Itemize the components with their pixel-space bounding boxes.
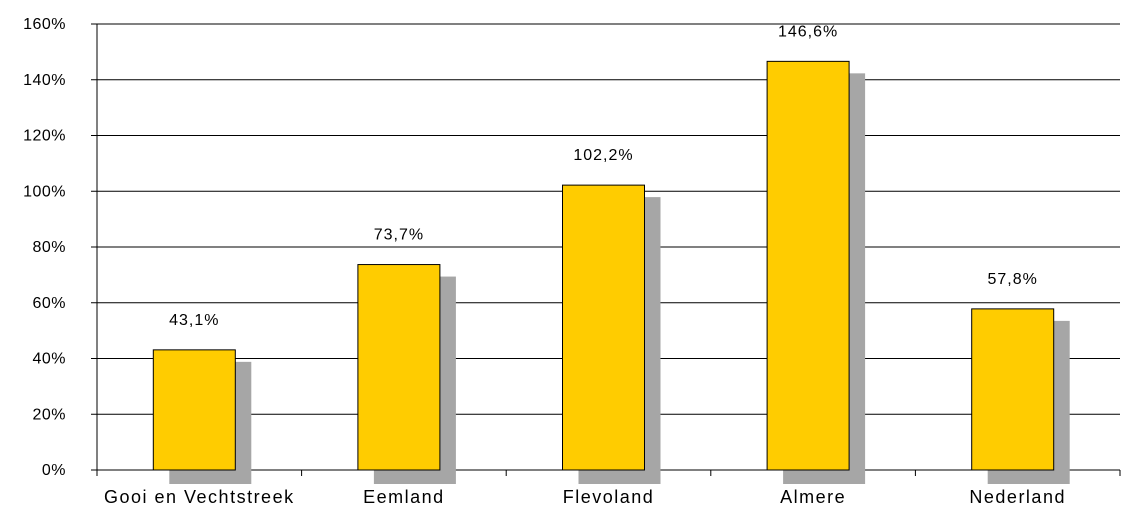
data-label: 102,2% [573, 147, 633, 164]
category-label: Gooi en Vechtstreek [104, 487, 295, 507]
y-tick-label: 40% [32, 351, 66, 368]
y-tick-label: 120% [23, 128, 66, 145]
category-label: Eemland [363, 487, 445, 507]
y-tick-label: 100% [23, 183, 66, 200]
category-label: Flevoland [563, 487, 655, 507]
y-tick-label: 60% [32, 295, 66, 312]
y-tick-label: 0% [42, 462, 66, 479]
bars [152, 60, 1055, 471]
data-label: 43,1% [169, 312, 219, 329]
y-tick-label: 160% [23, 16, 66, 33]
y-tick-label: 20% [32, 406, 66, 423]
category-label: Almere [780, 487, 846, 507]
category-labels: Gooi en Vechtstreek Eemland Flevoland Almer… [104, 487, 1066, 507]
bar [766, 60, 850, 471]
bar [152, 349, 236, 471]
data-label: 146,6% [778, 23, 838, 40]
y-tick-label: 140% [23, 72, 66, 89]
data-label: 73,7% [374, 227, 424, 244]
data-label: 57,8% [988, 271, 1038, 288]
data-labels: 43,1% 73,7% 102,2% 146,6% 57,8% [169, 23, 1038, 329]
bar [357, 264, 441, 471]
bar [971, 308, 1055, 471]
bar [562, 184, 645, 471]
y-tick-labels: 0% 20% 40% 60% 80% 100% 120% 140% 160% [23, 16, 66, 479]
y-tick-label: 80% [32, 239, 66, 256]
category-label: Nederland [969, 487, 1066, 507]
